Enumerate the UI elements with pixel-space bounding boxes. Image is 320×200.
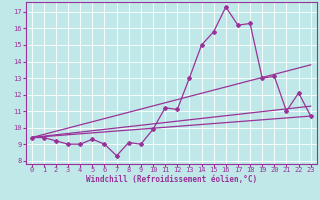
X-axis label: Windchill (Refroidissement éolien,°C): Windchill (Refroidissement éolien,°C) xyxy=(86,175,257,184)
